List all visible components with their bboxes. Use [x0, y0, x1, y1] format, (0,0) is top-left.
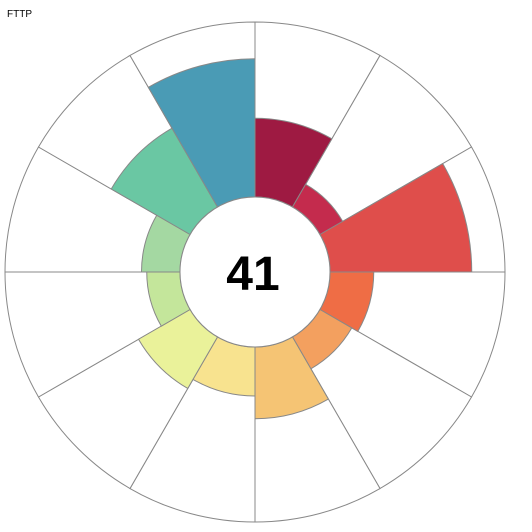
chart-title: FTTP: [7, 9, 32, 20]
value-sectors: [110, 58, 473, 420]
center-circle: [179, 196, 331, 348]
center-value: 41: [226, 248, 279, 301]
